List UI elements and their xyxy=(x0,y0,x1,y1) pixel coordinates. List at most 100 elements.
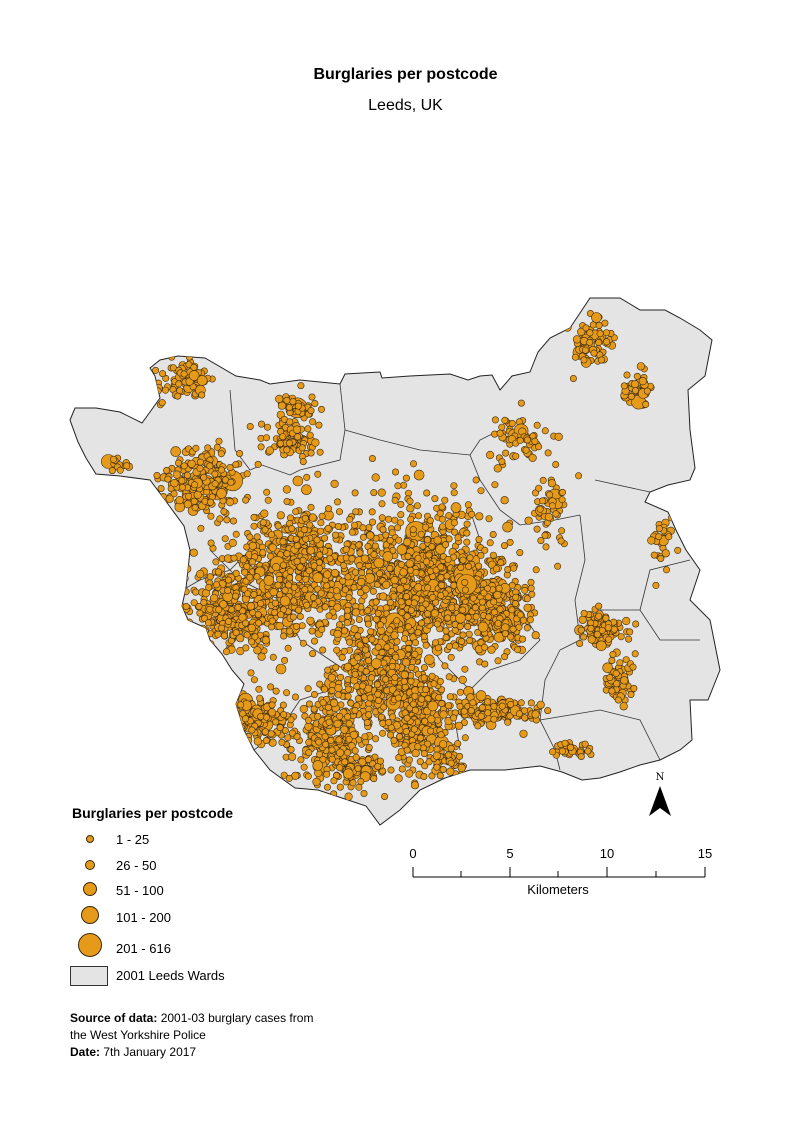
burglary-point xyxy=(522,446,530,454)
burglary-point xyxy=(304,425,312,433)
burglary-point xyxy=(477,712,485,720)
burglary-point xyxy=(165,494,174,503)
burglary-point xyxy=(334,523,342,531)
burglary-point xyxy=(254,610,262,618)
burglary-point xyxy=(158,399,166,407)
burglary-point xyxy=(612,669,620,677)
burglary-point xyxy=(426,567,434,575)
burglary-point xyxy=(490,702,498,710)
burglary-point xyxy=(442,633,450,641)
burglary-point xyxy=(516,611,524,619)
burglary-point xyxy=(376,570,384,578)
burglary-point xyxy=(626,628,634,636)
scale-unit-label: Kilometers xyxy=(527,882,589,897)
burglary-point xyxy=(444,555,452,563)
burglary-point xyxy=(324,703,332,711)
burglary-point xyxy=(289,613,297,621)
burglary-point xyxy=(204,644,212,652)
burglary-point xyxy=(165,616,173,624)
burglary-point xyxy=(218,624,226,632)
burglary-point xyxy=(504,718,512,726)
burglary-point xyxy=(301,514,309,522)
burglary-point xyxy=(247,669,255,677)
burglary-point xyxy=(234,603,242,611)
burglary-point xyxy=(521,714,529,722)
burglary-point xyxy=(275,394,284,403)
burglary-points xyxy=(101,309,682,812)
burglary-point xyxy=(475,690,487,701)
burglary-point xyxy=(524,516,533,525)
burglary-point xyxy=(413,469,425,481)
burglary-point xyxy=(491,416,499,424)
burglary-point xyxy=(248,541,257,551)
burglary-point xyxy=(606,674,614,682)
burglary-point xyxy=(400,677,408,685)
burglary-point xyxy=(340,647,348,655)
burglary-point xyxy=(575,472,583,480)
burglary-point xyxy=(406,497,414,505)
burglary-point xyxy=(300,763,308,771)
burglary-point xyxy=(328,686,336,694)
burglary-point xyxy=(335,736,343,744)
burglary-point xyxy=(333,629,342,639)
burglary-point xyxy=(577,752,585,760)
burglary-point xyxy=(275,622,284,631)
burglary-point xyxy=(157,485,165,493)
burglary-point xyxy=(441,662,449,670)
burglary-point xyxy=(246,533,254,541)
burglary-point xyxy=(413,502,421,510)
burglary-point xyxy=(329,797,339,806)
burglary-point xyxy=(455,612,466,624)
burglary-point xyxy=(364,657,372,665)
burglary-point xyxy=(351,747,359,755)
burglary-point xyxy=(286,627,294,635)
burglary-point xyxy=(183,638,191,646)
burglary-point xyxy=(632,620,640,628)
burglary-point xyxy=(631,650,639,658)
burglary-point xyxy=(386,626,394,634)
burglary-point xyxy=(484,698,492,706)
burglary-point xyxy=(450,482,458,490)
burglary-point xyxy=(494,619,502,627)
burglary-point xyxy=(283,396,291,404)
burglary-point xyxy=(300,526,308,534)
burglary-point xyxy=(335,508,343,516)
burglary-point xyxy=(493,464,502,473)
burglary-point xyxy=(184,639,192,647)
burglary-point xyxy=(374,643,382,651)
burglary-point xyxy=(578,615,587,624)
burglary-point xyxy=(312,572,324,584)
burglary-point xyxy=(437,563,445,571)
burglary-point xyxy=(214,568,222,576)
burglary-point xyxy=(354,765,362,773)
burglary-point xyxy=(571,353,579,361)
burglary-point xyxy=(463,520,471,528)
burglary-point xyxy=(415,512,423,520)
burglary-point xyxy=(422,523,430,531)
burglary-point xyxy=(230,517,238,525)
burglary-point xyxy=(191,481,199,489)
ward-legend-label: 2001 Leeds Wards xyxy=(116,968,225,983)
burglary-point xyxy=(274,522,282,530)
burglary-point xyxy=(480,580,488,588)
burglary-point xyxy=(386,536,394,544)
legend-label-4: 101 - 200 xyxy=(116,910,171,925)
burglary-point xyxy=(324,524,332,532)
burglary-point xyxy=(271,599,279,607)
burglary-point xyxy=(450,581,458,589)
burglary-point xyxy=(263,575,275,586)
burglary-point xyxy=(385,718,393,726)
burglary-point xyxy=(502,521,513,533)
burglary-point xyxy=(539,497,547,505)
burglary-point xyxy=(268,531,276,539)
burglary-point xyxy=(388,662,396,670)
burglary-point xyxy=(501,416,509,424)
burglary-point xyxy=(464,623,472,631)
burglary-point xyxy=(469,594,477,602)
burglary-point xyxy=(283,498,291,506)
burglary-point xyxy=(629,663,637,671)
burglary-point xyxy=(275,663,287,675)
burglary-point xyxy=(477,621,489,633)
burglary-point xyxy=(302,575,310,583)
burglary-point xyxy=(285,774,293,782)
